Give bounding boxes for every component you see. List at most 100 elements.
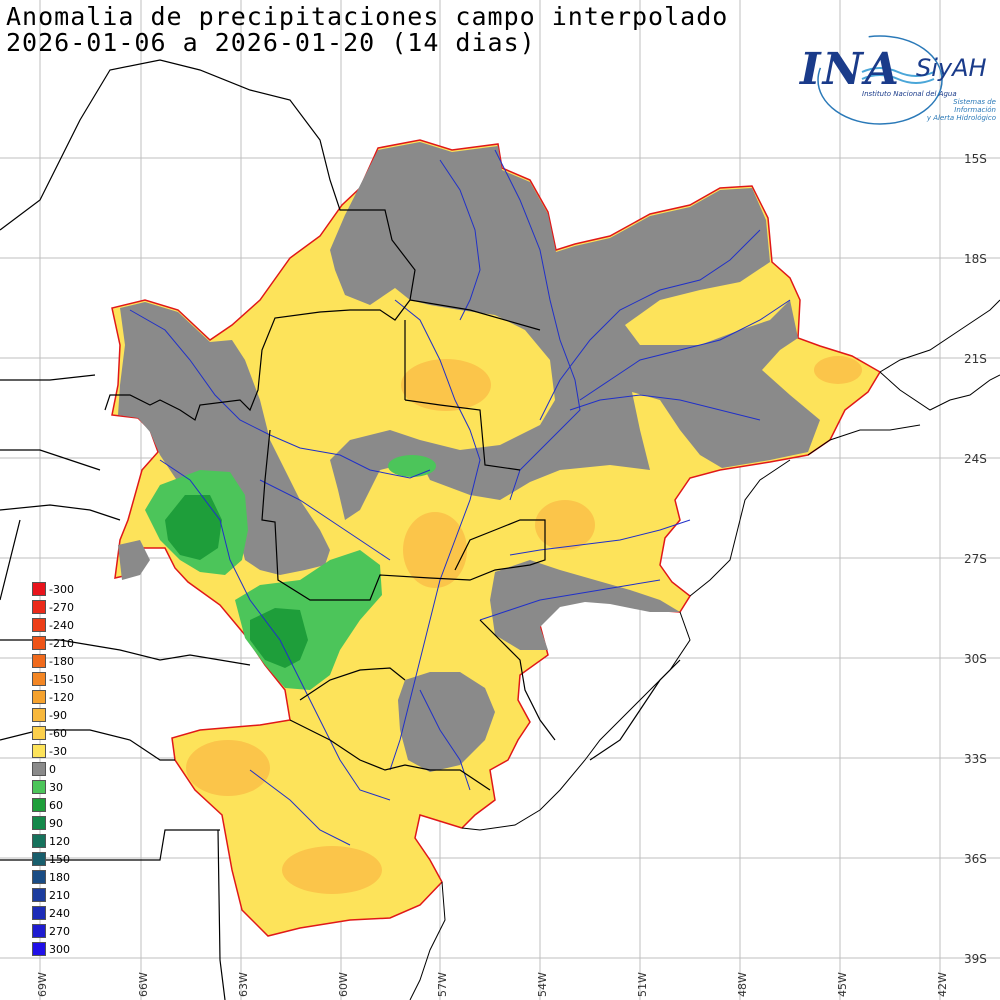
- legend-swatch: [32, 942, 46, 956]
- lat-label: 33S: [964, 752, 987, 766]
- lon-label: 45W: [836, 972, 849, 997]
- logo-institute: Instituto Nacional del Agua: [862, 90, 957, 98]
- lat-label: 39S: [964, 952, 987, 966]
- color-legend: -300 -270 -240 -210 -180 -150 -120 -90 -60 -30 0 30…: [32, 580, 92, 958]
- legend-swatch: [32, 852, 46, 866]
- legend-item: -300: [32, 580, 92, 598]
- lon-label: 57W: [436, 972, 449, 997]
- legend-item: 270: [32, 922, 92, 940]
- country-borders: [0, 59, 681, 1000]
- latitude-labels: 15S 18S 21S 24S 27S 30S 33S 36S 39S: [964, 152, 987, 966]
- coastline: [409, 299, 1000, 1000]
- legend-item: -30: [32, 742, 92, 760]
- legend-swatch: [32, 582, 46, 596]
- legend-item: 30: [32, 778, 92, 796]
- legend-label: 240: [49, 906, 70, 920]
- legend-swatch: [32, 708, 46, 722]
- legend-item: -60: [32, 724, 92, 742]
- anomaly-zero: [118, 142, 820, 772]
- lat-label: 18S: [964, 252, 987, 266]
- legend-label: 0: [49, 762, 56, 776]
- rivers: [129, 149, 791, 846]
- legend-label: 180: [49, 870, 70, 884]
- legend-label: 90: [49, 816, 63, 830]
- legend-swatch: [32, 600, 46, 614]
- basin-area: [111, 139, 882, 937]
- legend-swatch: [32, 906, 46, 920]
- map-title: Anomalia de precipitaciones campo interp…: [6, 2, 729, 31]
- legend-item: -210: [32, 634, 92, 652]
- logo-acronym: INA: [800, 44, 901, 95]
- legend-label: -210: [49, 636, 74, 650]
- legend-label: -240: [49, 618, 74, 632]
- logo-system-line1: Sistemas de Información: [953, 98, 996, 114]
- legend-item: -270: [32, 598, 92, 616]
- lat-label: 30S: [964, 652, 987, 666]
- legend-item: -120: [32, 688, 92, 706]
- lon-label: 60W: [337, 972, 350, 997]
- logo-system-line2: y Alerta Hidrológico: [926, 114, 996, 122]
- legend-swatch: [32, 798, 46, 812]
- logo-swoosh-icon: [817, 35, 943, 125]
- lat-label: 21S: [964, 352, 987, 366]
- lat-label: 36S: [964, 852, 987, 866]
- legend-swatch: [32, 744, 46, 758]
- legend-swatch: [32, 870, 46, 884]
- legend-swatch: [32, 672, 46, 686]
- legend-label: -120: [49, 690, 74, 704]
- legend-item: -150: [32, 670, 92, 688]
- legend-swatch: [32, 636, 46, 650]
- anomaly-minus-60: [186, 356, 862, 894]
- longitude-labels: 69W 66W 63W 60W 57W 54W 51W 48W 45W 42W: [36, 972, 949, 997]
- legend-label: -90: [49, 708, 67, 722]
- legend-item: -180: [32, 652, 92, 670]
- logo-system: SiyAH: [916, 54, 987, 82]
- legend-label: -30: [49, 744, 67, 758]
- legend-swatch: [32, 762, 46, 776]
- lon-label: 54W: [536, 972, 549, 997]
- legend-label: -180: [49, 654, 74, 668]
- lon-label: 51W: [636, 972, 649, 997]
- legend-swatch: [32, 726, 46, 740]
- lat-label: 24S: [964, 452, 987, 466]
- lon-label: 42W: [936, 972, 949, 997]
- legend-item: 240: [32, 904, 92, 922]
- legend-label: 210: [49, 888, 70, 902]
- legend-swatch: [32, 618, 46, 632]
- legend-label: 60: [49, 798, 63, 812]
- legend-label: -300: [49, 582, 74, 596]
- legend-swatch: [32, 780, 46, 794]
- legend-swatch: [32, 654, 46, 668]
- legend-label: -270: [49, 600, 74, 614]
- legend-label: 120: [49, 834, 70, 848]
- legend-swatch: [32, 816, 46, 830]
- legend-swatch: [32, 690, 46, 704]
- ina-logo: INA SiyAH Instituto Nacional del Agua Si…: [796, 30, 996, 130]
- legend-item: 300: [32, 940, 92, 958]
- legend-label: 300: [49, 942, 70, 956]
- legend-item: 120: [32, 832, 92, 850]
- lon-label: 48W: [736, 972, 749, 997]
- legend-item: 210: [32, 886, 92, 904]
- anomaly-plus-60: [165, 495, 308, 668]
- legend-label: 150: [49, 852, 70, 866]
- map-date-range: 2026-01-06 a 2026-01-20 (14 dias): [6, 28, 536, 57]
- legend-item: 90: [32, 814, 92, 832]
- logo-system-desc: Sistemas de Información y Alerta Hidroló…: [916, 98, 996, 122]
- legend-item: -240: [32, 616, 92, 634]
- lat-label: 15S: [964, 152, 987, 166]
- legend-item: 180: [32, 868, 92, 886]
- lon-label: 69W: [36, 972, 49, 997]
- legend-item: 150: [32, 850, 92, 868]
- legend-item: 0: [32, 760, 92, 778]
- legend-swatch: [32, 888, 46, 902]
- legend-swatch: [32, 834, 46, 848]
- legend-item: 60: [32, 796, 92, 814]
- legend-item: -90: [32, 706, 92, 724]
- legend-label: -60: [49, 726, 67, 740]
- lat-label: 27S: [964, 552, 987, 566]
- legend-label: -150: [49, 672, 74, 686]
- legend-label: 270: [49, 924, 70, 938]
- legend-swatch: [32, 924, 46, 938]
